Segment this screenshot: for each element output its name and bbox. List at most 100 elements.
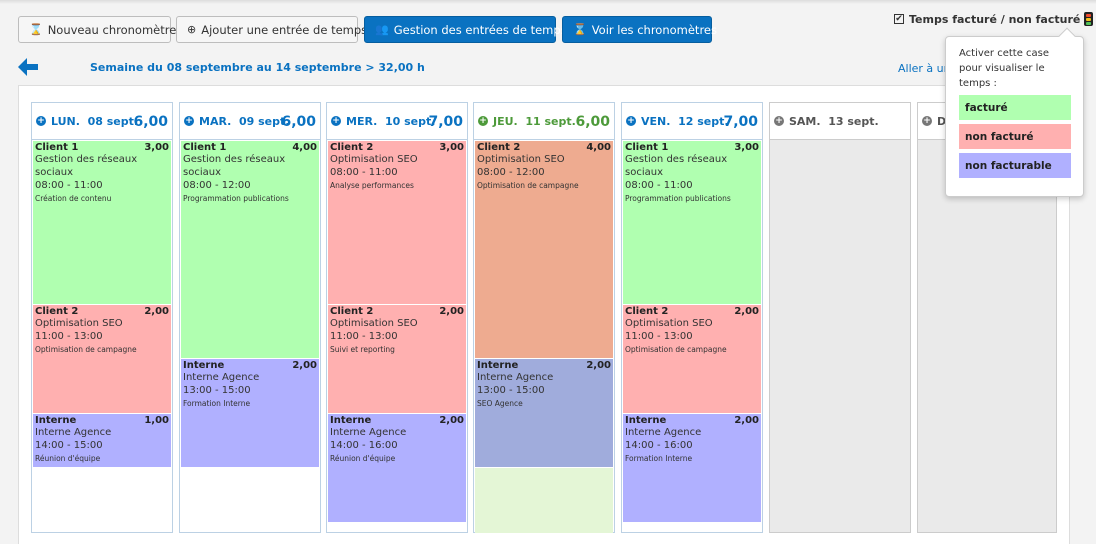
add-entry-button[interactable]: ⊕ Ajouter une entrée de temps [176,16,367,43]
time-entry[interactable]: Client 2 2,00 Optimisation SEO 11:00 - 13:0… [33,305,171,414]
entry-hours: 3,00 [734,142,759,153]
view-timers-button[interactable]: ⌛ Voir les chronomètres [562,16,717,43]
time-entry[interactable]: Interne 2,00 Interne Agence 13:00 - 15:00 Fo… [181,359,319,468]
time-entry[interactable]: Interne 2,00 Interne Agence 14:00 - 16:00 Ré… [328,414,466,523]
day-column[interactable]: + MER. 10 sept. 7,00 Client 2 3,00 Optimisati… [326,102,468,533]
entry-header: Interne 1,00 [35,415,169,426]
popover-text: Activer cette case pour visualiser le te… [959,48,1050,89]
day-column[interactable]: + MAR. 09 sept. 6,00 Client 1 4,00 Gestion de… [179,102,321,533]
day-header[interactable]: + MAR. 09 sept. 6,00 [180,103,320,140]
entry-time: 08:00 - 11:00 [35,180,103,191]
day-column[interactable]: + JEU. 11 sept. 6,00 Client 2 4,00 Optimisati… [473,102,615,533]
day-total: 7,00 [428,114,463,130]
time-entry[interactable]: Client 2 4,00 Optimisation SEO 08:00 - 12:0… [475,141,613,359]
entry-task: Réunion d'équipe [35,454,101,463]
day-name: MAR. 09 sept. [199,114,290,128]
entry-task: Suivi et reporting [330,345,395,354]
entry-time: 11:00 - 13:00 [330,331,398,342]
time-entry[interactable]: Interne 2,00 Interne Agence 14:00 - 16:00 Fo… [623,414,761,523]
entry-project: Optimisation SEO [625,318,713,329]
entry-project: Optimisation SEO [330,318,418,329]
entry-client: Client 1 [625,142,669,153]
time-entry[interactable]: Client 2 3,00 Optimisation SEO 08:00 - 11:0… [328,141,466,305]
day-column[interactable]: + SAM. 13 sept. [769,102,911,533]
time-entry[interactable]: Client 1 4,00 Gestion des réseaux sociaux 0… [181,141,319,359]
day-column[interactable]: + VEN. 12 sept. 7,00 Client 1 3,00 Gestion de… [621,102,763,533]
entry-project: Gestion des réseaux sociaux [183,154,286,178]
entry-task: Formation Interne [625,454,693,463]
day-column[interactable]: + LUN. 08 sept. 6,00 Client 1 3,00 Gestion de… [31,102,173,533]
plus-circle-icon[interactable]: + [922,116,932,126]
arrow-left-icon[interactable] [16,56,40,78]
entry-header: Interne 2,00 [477,360,611,371]
entry-project: Interne Agence [183,372,260,383]
plus-circle-icon[interactable]: + [36,116,46,126]
entry-project: Gestion des réseaux sociaux [35,154,138,178]
entry-client: Client 2 [477,142,521,153]
day-name: JEU. 11 sept. [493,114,576,128]
entry-client: Client 1 [35,142,79,153]
entry-task: Programmation publications [625,194,731,203]
plus-circle-icon[interactable]: + [184,116,194,126]
entry-client: Client 2 [330,306,374,317]
day-header[interactable]: + LUN. 08 sept. 6,00 [32,103,172,140]
entry-header: Client 2 4,00 [477,142,611,153]
entry-client: Interne [477,360,519,371]
billing-toggle[interactable]: ✔ Temps facturé / non facturé [894,12,1094,26]
checkbox-icon[interactable]: ✔ [894,14,904,24]
entry-client: Client 1 [183,142,227,153]
week-summary: Semaine du 08 septembre au 14 septembre … [90,61,425,74]
entry-project: Gestion des réseaux sociaux [625,154,728,178]
entry-task: Optimisation de campagne [477,181,579,190]
plus-circle-icon[interactable]: + [478,116,488,126]
entry-project: Interne Agence [625,427,702,438]
entry-hours: 3,00 [144,142,169,153]
entry-project: Optimisation SEO [35,318,123,329]
time-entry[interactable]: Client 1 3,00 Gestion des réseaux sociaux 0… [623,141,761,305]
plus-circle-icon[interactable]: + [331,116,341,126]
time-entry[interactable]: Client 2 2,00 Optimisation SEO 11:00 - 13:0… [623,305,761,414]
day-header[interactable]: + MER. 10 sept. 7,00 [327,103,467,140]
entry-header: Client 1 4,00 [183,142,317,153]
entry-project: Interne Agence [35,427,112,438]
hourglass-icon: ⌛ [29,23,43,36]
entry-client: Interne [625,415,667,426]
day-header[interactable]: + VEN. 12 sept. 7,00 [622,103,762,140]
entry-hours: 3,00 [439,142,464,153]
manage-entries-button[interactable]: 👥 Gestion des entrées de temps [364,16,567,43]
entry-header: Interne 2,00 [625,415,759,426]
day-total: 6,00 [575,114,610,130]
entry-task: Réunion d'équipe [330,454,396,463]
entry-header: Client 2 2,00 [330,306,464,317]
day-name: VEN. 12 sept. [641,114,729,128]
day-name: MER. 10 sept. [346,114,436,128]
day-header[interactable]: + SAM. 13 sept. [770,103,910,140]
entry-header: Client 2 3,00 [330,142,464,153]
entry-client: Interne [183,360,225,371]
top-shadow [0,0,1096,4]
entry-task: Analyse performances [330,181,414,190]
plus-circle-icon[interactable]: + [774,116,784,126]
entry-task: SEO Agence [477,399,523,408]
traffic-light-icon [1084,12,1094,26]
manage-entries-label: Gestion des entrées de temps [393,22,567,37]
new-timer-button[interactable]: ⌛ Nouveau chronomètre [18,16,176,43]
day-total: 6,00 [133,114,168,130]
popover-caret [1058,27,1076,45]
goto-date-link[interactable]: Aller à un [898,62,951,75]
time-entry[interactable]: Interne 1,00 Interne Agence 14:00 - 15:00 Ré… [33,414,171,468]
time-entry[interactable]: Client 1 3,00 Gestion des réseaux sociaux 0… [33,141,171,305]
plus-circle-icon[interactable]: + [626,116,636,126]
entry-client: Client 2 [330,142,374,153]
day-header[interactable]: + JEU. 11 sept. 6,00 [474,103,614,140]
time-entry[interactable]: Interne 2,00 Interne Agence 13:00 - 15:00 SE… [475,359,613,468]
hourglass-icon: ⌛ [573,23,587,36]
entry-time: 14:00 - 15:00 [35,440,103,451]
entry-client: Interne [35,415,77,426]
billing-toggle-label: Temps facturé / non facturé [909,12,1081,26]
entry-hours: 2,00 [734,415,759,426]
time-entry[interactable]: Client 2 2,00 Optimisation SEO 11:00 - 13:0… [328,305,466,414]
entry-project: Optimisation SEO [330,154,418,165]
entry-task: Optimisation de campagne [625,345,727,354]
entry-client: Interne [330,415,372,426]
